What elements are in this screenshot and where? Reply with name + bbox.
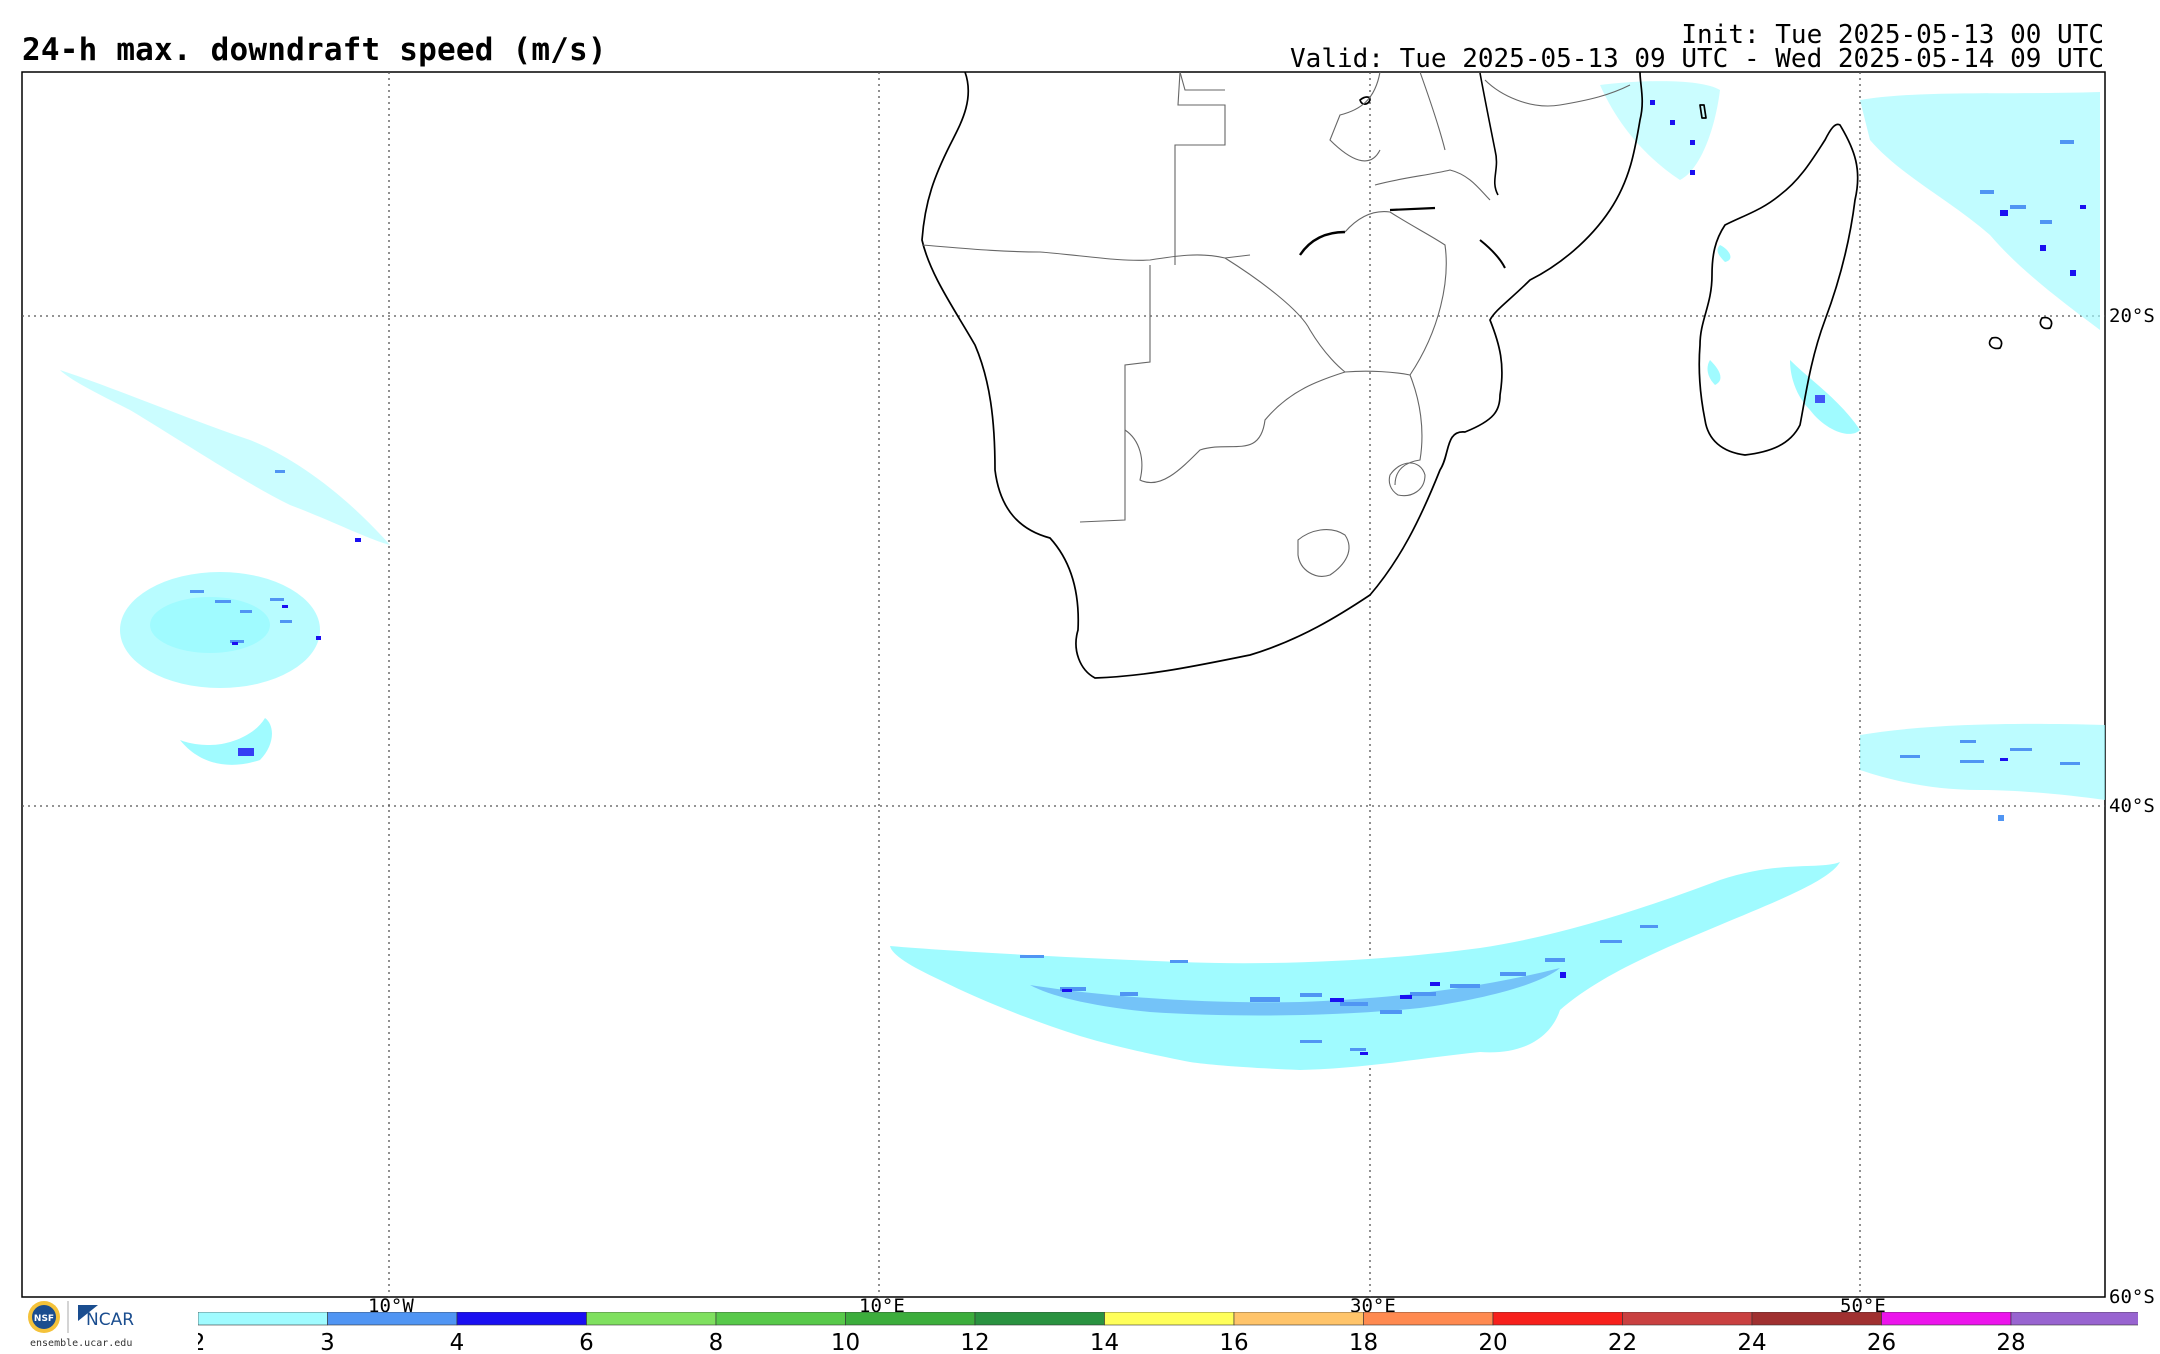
colorbar-label: 4 bbox=[450, 1330, 465, 1354]
site-url: ensemble.ucar.edu bbox=[30, 1338, 133, 1349]
country-borders bbox=[921, 71, 1631, 577]
colorbar-label: 6 bbox=[579, 1330, 594, 1354]
colorbar-swatch bbox=[1104, 1312, 1235, 1326]
valid-period: Valid: Tue 2025-05-13 09 UTC - Wed 2025-… bbox=[1290, 44, 2104, 74]
svg-text:NSF: NSF bbox=[34, 1314, 54, 1324]
colorbar-swatch bbox=[715, 1312, 846, 1326]
lon-label-50e: 50°E bbox=[1840, 1295, 1886, 1317]
lat-label-20s: 20°S bbox=[2109, 305, 2155, 327]
colorbar-label: 24 bbox=[1737, 1330, 1766, 1354]
colorbar-label: 10 bbox=[831, 1330, 860, 1354]
init-time: Init: Tue 2025-05-13 00 UTC bbox=[1681, 20, 2104, 50]
colorbar-label: 12 bbox=[960, 1330, 989, 1354]
colorbar-swatch bbox=[456, 1312, 587, 1326]
colorbar-swatch bbox=[1492, 1312, 1623, 1326]
colorbar-label: 22 bbox=[1608, 1330, 1637, 1354]
graticule bbox=[22, 72, 2105, 1297]
colorbar-label: 2 bbox=[198, 1330, 205, 1354]
colorbar-swatch bbox=[2010, 1312, 2138, 1326]
map-title: 24-h max. downdraft speed (m/s) bbox=[22, 32, 607, 68]
lat-label-40s: 40°S bbox=[2109, 795, 2155, 817]
coastlines bbox=[921, 71, 2053, 679]
colorbar-label: 28 bbox=[1996, 1330, 2025, 1354]
svg-text:NCAR: NCAR bbox=[86, 1310, 134, 1330]
colorbar-label: 14 bbox=[1090, 1330, 1119, 1354]
colorbar-label: 18 bbox=[1349, 1330, 1378, 1354]
lon-label-10w: 10°W bbox=[368, 1295, 414, 1317]
colorbar-swatch bbox=[1363, 1312, 1494, 1326]
colorbar: 2 3 4 6 8 10 12 14 16 18 20 22 24 26 28 bbox=[198, 1312, 2138, 1354]
downdraft-field bbox=[60, 81, 2105, 1070]
colorbar-swatch bbox=[1751, 1312, 1882, 1326]
colorbar-swatch bbox=[327, 1312, 458, 1326]
colorbar-label: 26 bbox=[1867, 1330, 1896, 1354]
logo-group: NSF NCAR bbox=[28, 1301, 134, 1333]
colorbar-swatch bbox=[974, 1312, 1105, 1326]
colorbar-swatch bbox=[1233, 1312, 1364, 1326]
colorbar-label: 20 bbox=[1478, 1330, 1507, 1354]
colorbar-swatch bbox=[845, 1312, 976, 1326]
lon-label-30e: 30°E bbox=[1350, 1295, 1396, 1317]
ncar-logo-icon: NCAR bbox=[78, 1305, 134, 1330]
lat-label-60s: 60°S bbox=[2109, 1286, 2155, 1308]
colorbar-swatch bbox=[198, 1312, 328, 1326]
colorbar-label: 16 bbox=[1219, 1330, 1248, 1354]
colorbar-swatch bbox=[586, 1312, 717, 1326]
nsf-logo-icon: NSF bbox=[28, 1301, 60, 1333]
colorbar-label: 3 bbox=[320, 1330, 335, 1354]
lon-label-10e: 10°E bbox=[859, 1295, 905, 1317]
map-frame bbox=[21, 71, 2106, 1298]
colorbar-swatch bbox=[1622, 1312, 1753, 1326]
colorbar-swatch bbox=[1881, 1312, 2012, 1326]
colorbar-label: 8 bbox=[709, 1330, 724, 1354]
